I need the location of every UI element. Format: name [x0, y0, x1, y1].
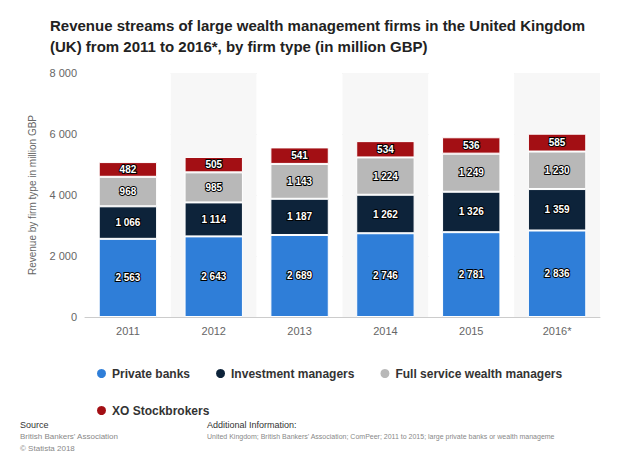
- svg-text:2 643: 2 643: [201, 271, 226, 282]
- svg-text:Investment managers: Investment managers: [231, 367, 355, 381]
- svg-text:482: 482: [120, 164, 137, 175]
- svg-text:© Statista 2018: © Statista 2018: [20, 444, 75, 453]
- svg-text:Private banks: Private banks: [112, 367, 190, 381]
- svg-text:Source: Source: [20, 420, 49, 430]
- svg-text:585: 585: [549, 137, 566, 148]
- svg-text:2 000: 2 000: [49, 250, 77, 262]
- svg-text:XO Stockbrokers: XO Stockbrokers: [112, 404, 210, 418]
- svg-text:4 000: 4 000: [49, 189, 77, 201]
- svg-text:534: 534: [377, 144, 394, 155]
- svg-text:Revenue streams of large wealt: Revenue streams of large wealth manageme…: [50, 17, 589, 34]
- svg-text:1 224: 1 224: [373, 171, 398, 182]
- svg-text:1 230: 1 230: [545, 165, 570, 176]
- svg-text:6 000: 6 000: [49, 128, 77, 140]
- svg-text:536: 536: [463, 140, 480, 151]
- svg-text:2013: 2013: [287, 325, 311, 337]
- svg-text:2 836: 2 836: [545, 268, 570, 279]
- svg-text:Full service wealth managers: Full service wealth managers: [395, 367, 562, 381]
- svg-text:1 187: 1 187: [287, 211, 312, 222]
- svg-text:2015: 2015: [459, 325, 483, 337]
- svg-text:1 326: 1 326: [459, 206, 484, 217]
- svg-text:United Kingdom; British Banker: United Kingdom; British Bankers' Associa…: [207, 433, 555, 441]
- svg-text:8 000: 8 000: [49, 67, 77, 79]
- svg-text:505: 505: [205, 159, 222, 170]
- svg-text:2 746: 2 746: [373, 270, 398, 281]
- svg-text:1 249: 1 249: [459, 167, 484, 178]
- svg-text:2012: 2012: [202, 325, 226, 337]
- svg-text:Revenue by firm type in millio: Revenue by firm type in million GBP: [27, 115, 38, 275]
- svg-text:541: 541: [291, 150, 308, 161]
- svg-text:1 143: 1 143: [287, 176, 312, 187]
- svg-text:2011: 2011: [116, 325, 140, 337]
- svg-text:1 066: 1 066: [115, 217, 140, 228]
- svg-text:2 563: 2 563: [115, 272, 140, 283]
- svg-text:968: 968: [120, 186, 137, 197]
- svg-text:1 114: 1 114: [202, 214, 227, 225]
- svg-text:0: 0: [71, 311, 77, 323]
- svg-text:1 359: 1 359: [545, 204, 570, 215]
- svg-text:British Bankers' Association: British Bankers' Association: [20, 432, 118, 441]
- svg-text:(UK) from 2011 to 2016*, by fi: (UK) from 2011 to 2016*, by firm type (i…: [50, 38, 428, 55]
- svg-text:Additional Information:: Additional Information:: [207, 420, 297, 430]
- svg-text:2016*: 2016*: [543, 325, 572, 337]
- svg-text:985: 985: [205, 182, 222, 193]
- svg-text:1 262: 1 262: [373, 209, 398, 220]
- svg-text:2 689: 2 689: [287, 270, 312, 281]
- svg-text:2 781: 2 781: [459, 269, 484, 280]
- svg-text:2014: 2014: [373, 325, 397, 337]
